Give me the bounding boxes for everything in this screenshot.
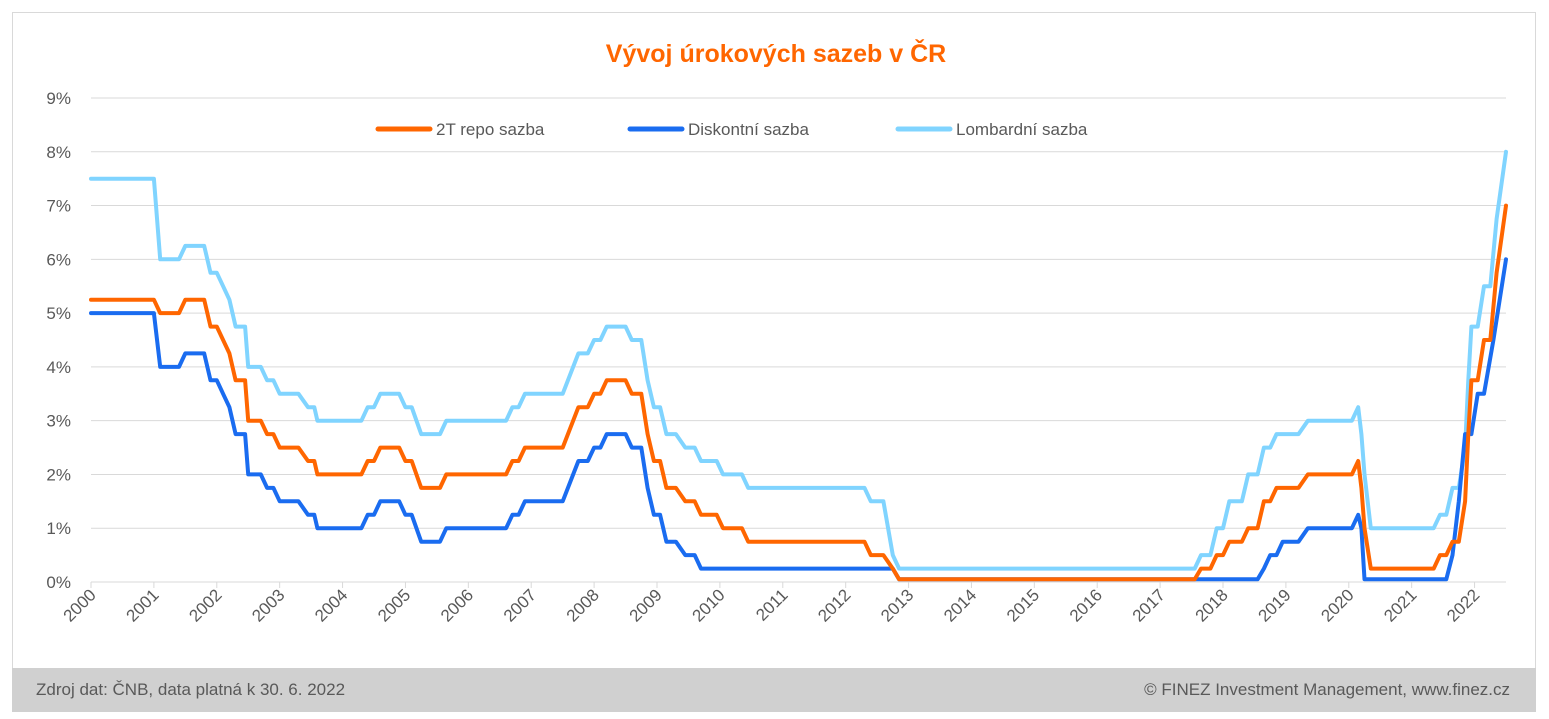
y-tick-label: 8% — [46, 143, 71, 162]
legend-label-repo: 2T repo sazba — [436, 120, 545, 139]
x-tick-label: 2012 — [814, 585, 854, 625]
x-tick-label: 2021 — [1380, 585, 1420, 625]
legend: 2T repo sazba Diskontní sazba Lombardní sa… — [375, 120, 1088, 139]
x-tick-label: 2014 — [940, 585, 980, 625]
y-tick-label: 1% — [46, 519, 71, 538]
x-tick-label: 2017 — [1129, 585, 1169, 625]
chart: Vývoj úrokových sazeb v ČR 0% 1% 2% 3% 4% 5% 6… — [46, 38, 1508, 626]
x-tick-label: 2006 — [437, 585, 477, 625]
x-tick-label: 2003 — [248, 585, 288, 625]
x-tick-label: 2016 — [1066, 585, 1106, 625]
x-tick-label: 2020 — [1317, 585, 1357, 625]
series-line-discount — [89, 257, 1508, 582]
footer-bar: Zdroj dat: ČNB, data platná k 30. 6. 202… — [12, 668, 1536, 712]
x-tick-label: 2013 — [877, 585, 917, 625]
y-tick-label: 2% — [46, 465, 71, 484]
chart-frame — [12, 12, 1536, 708]
y-tick-label: 5% — [46, 304, 71, 323]
data-source-note: Zdroj dat: ČNB, data platná k 30. 6. 202… — [36, 680, 346, 699]
legend-label-discount: Diskontní sazba — [688, 120, 809, 139]
x-tick-label: 2001 — [123, 585, 163, 625]
x-tick-label: 2011 — [752, 585, 791, 624]
series-line-repo — [89, 203, 1508, 582]
x-tick-label: 2022 — [1443, 585, 1483, 625]
x-tick-label: 2004 — [311, 585, 351, 625]
y-tick-label: 9% — [46, 89, 71, 108]
y-tick-label: 4% — [46, 358, 71, 377]
y-tick-label: 7% — [46, 197, 71, 216]
x-tick-label: 2008 — [563, 585, 603, 625]
chart-title: Vývoj úrokových sazeb v ČR — [606, 38, 946, 68]
series-line-lombard — [89, 149, 1508, 571]
y-tick-label: 6% — [46, 250, 71, 269]
x-tick-label: 2005 — [374, 585, 414, 625]
copyright-note: © FINEZ Investment Management, www.finez… — [1144, 680, 1510, 699]
x-tick-label: 2010 — [689, 585, 729, 625]
x-tick-label: 2015 — [1003, 585, 1043, 625]
plot-area — [89, 149, 1508, 582]
x-axis: 2000 2001 2002 2003 2004 2005 2006 2007 2008 2009… — [60, 582, 1483, 626]
x-tick-label: 2007 — [500, 585, 540, 625]
x-tick-label: 2019 — [1255, 585, 1295, 625]
y-tick-label: 0% — [46, 573, 71, 592]
y-axis: 0% 1% 2% 3% 4% 5% 6% 7% 8% 9% — [46, 89, 71, 592]
x-tick-label: 2002 — [185, 585, 225, 625]
y-tick-label: 3% — [46, 412, 71, 431]
x-tick-label: 2009 — [626, 585, 666, 625]
legend-label-lombard: Lombardní sazba — [956, 120, 1088, 139]
x-tick-label: 2018 — [1192, 585, 1232, 625]
